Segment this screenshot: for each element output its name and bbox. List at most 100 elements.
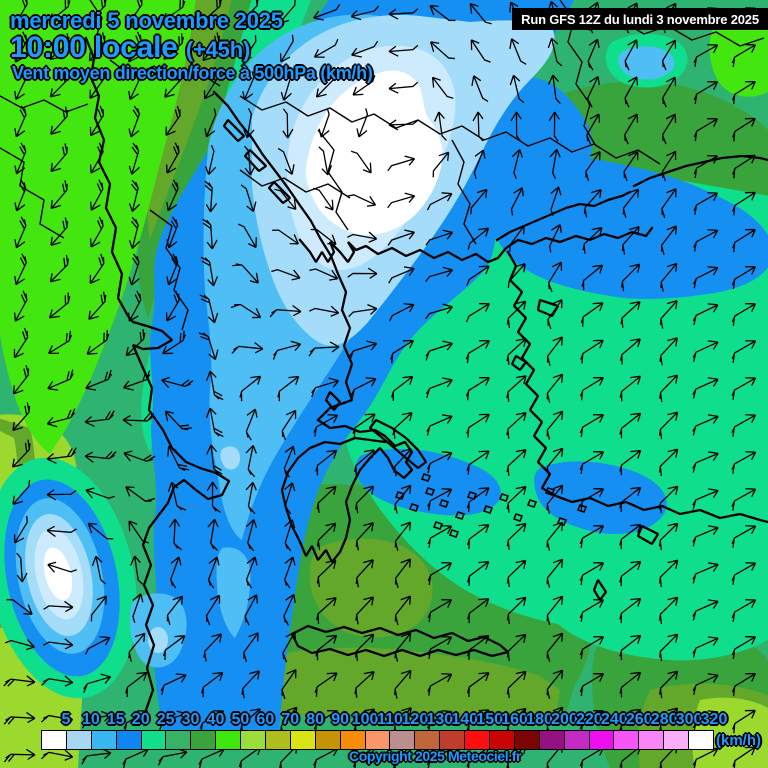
- wind-arrow-icon: [12, 439, 31, 468]
- wind-arrow-icon: [511, 149, 524, 180]
- wind-arrow-icon: [240, 0, 259, 24]
- wind-arrow-icon: [587, 75, 600, 108]
- wind-arrow-icon: [16, 552, 28, 583]
- wind-arrow-icon: [731, 340, 757, 363]
- wind-arrow-icon: [427, 562, 453, 586]
- wind-arrow-icon: [313, 414, 339, 437]
- wind-arrow-icon: [427, 636, 453, 659]
- wind-arrow-icon: [692, 562, 719, 584]
- wind-arrow-icon: [388, 8, 419, 20]
- wind-arrow-icon: [46, 447, 77, 464]
- wind-arrow-icon: [619, 597, 642, 624]
- wind-arrow-icon: [388, 44, 419, 57]
- wind-arrow-icon: [207, 556, 220, 589]
- wind-arrow-icon: [425, 377, 453, 399]
- wind-arrow-icon: [355, 485, 375, 514]
- wind-arrow-icon: [467, 227, 490, 250]
- wind-arrow-icon: [315, 449, 338, 476]
- wind-arrow-icon: [280, 706, 298, 736]
- wind-arrow-icon: [692, 377, 719, 399]
- wind-arrow-icon: [88, 32, 106, 62]
- wind-arrow-icon: [3, 748, 36, 763]
- wind-arrow-icon: [470, 39, 491, 63]
- copyright-label: Copyright 2025 Meteociel.fr: [349, 748, 522, 764]
- page-title-date: mercredi 5 novembre 2025: [10, 8, 283, 33]
- wind-arrow-icon: [581, 264, 604, 291]
- island-small: [526, 499, 538, 508]
- wind-arrow-icon: [427, 599, 453, 623]
- region-lightblue-dot: [220, 446, 240, 470]
- wind-arrow-icon: [394, 521, 412, 551]
- wind-arrow-icon: [620, 263, 641, 292]
- wind-arrow-icon: [582, 226, 603, 254]
- wind-arrow-icon: [84, 410, 115, 427]
- wind-arrow-icon: [624, 39, 639, 71]
- wind-arrow-icon: [316, 597, 337, 624]
- island-adriatic-1: [223, 119, 245, 142]
- wind-arrow-icon: [732, 117, 756, 142]
- island-chios: [510, 355, 527, 371]
- wind-arrow-icon: [130, 555, 144, 585]
- wind-arrow-icon: [579, 710, 605, 734]
- island-lesbos: [536, 298, 559, 318]
- wind-arrow-icon: [659, 337, 678, 366]
- wind-arrow-icon: [548, 261, 563, 293]
- coast-anatolia: [506, 250, 768, 524]
- wind-arrow-icon: [693, 81, 719, 105]
- wind-arrow-icon: [465, 376, 490, 401]
- wind-arrow-icon: [546, 632, 564, 662]
- wind-arrow-icon: [14, 179, 27, 212]
- wind-arrow-icon: [579, 414, 605, 438]
- wind-arrow-icon: [242, 71, 255, 101]
- wind-arrow-icon: [661, 150, 677, 182]
- wind-arrow-icon: [510, 111, 522, 142]
- wind-arrow-icon: [239, 708, 261, 735]
- wind-arrow-icon: [128, 142, 140, 175]
- wind-arrow-icon: [579, 525, 605, 548]
- coast-greece: [280, 418, 413, 563]
- island-small: [512, 513, 524, 522]
- wind-arrow-icon: [128, 179, 141, 212]
- wind-arrow-icon: [243, 108, 255, 139]
- wind-arrow-icon: [623, 150, 639, 182]
- wind-arrow-icon: [245, 481, 257, 515]
- wind-arrow-icon: [199, 710, 225, 733]
- wind-arrow-icon: [660, 262, 678, 292]
- wind-arrow-icon: [387, 229, 415, 246]
- wind-arrow-icon: [201, 0, 222, 23]
- wind-arrow-icon: [269, 304, 302, 318]
- wind-arrow-icon: [692, 488, 719, 510]
- wind-arrow-icon: [160, 673, 187, 695]
- wind-arrow-icon: [6, 599, 33, 615]
- wind-arrow-icon: [619, 523, 642, 550]
- forecast-offset: (+45h): [185, 37, 251, 62]
- wind-arrow-icon: [41, 712, 74, 724]
- wind-arrow-icon: [579, 599, 605, 623]
- wind-arrow-icon: [731, 80, 756, 105]
- wind-arrow-icon: [159, 710, 188, 731]
- wind-arrow-icon: [202, 32, 220, 62]
- wind-arrow-icon: [692, 451, 719, 473]
- wind-arrow-icon: [391, 375, 414, 402]
- island-small: [454, 511, 466, 520]
- wind-arrow-icon: [388, 303, 415, 322]
- wind-arrow-icon: [203, 633, 222, 662]
- wind-arrow-icon: [316, 559, 337, 588]
- wind-arrow-icon: [349, 340, 378, 361]
- wind-arrow-icon: [731, 414, 757, 437]
- island-small: [482, 505, 494, 514]
- wind-arrow-icon: [692, 414, 719, 436]
- wind-arrow-icon: [50, 106, 69, 135]
- wind-arrow-icon: [550, 186, 562, 216]
- wind-arrow-icon: [466, 265, 490, 286]
- island-small: [424, 487, 436, 496]
- wind-arrow-icon: [429, 4, 456, 22]
- wind-arrow-icon: [84, 451, 117, 463]
- wind-arrow-icon: [350, 5, 380, 21]
- wind-arrow-icon: [546, 521, 564, 551]
- wind-arrow-icon: [427, 673, 453, 696]
- wind-arrow-icon: [658, 411, 679, 440]
- wind-arrow-icon: [283, 593, 296, 626]
- wind-arrow-icon: [546, 595, 564, 625]
